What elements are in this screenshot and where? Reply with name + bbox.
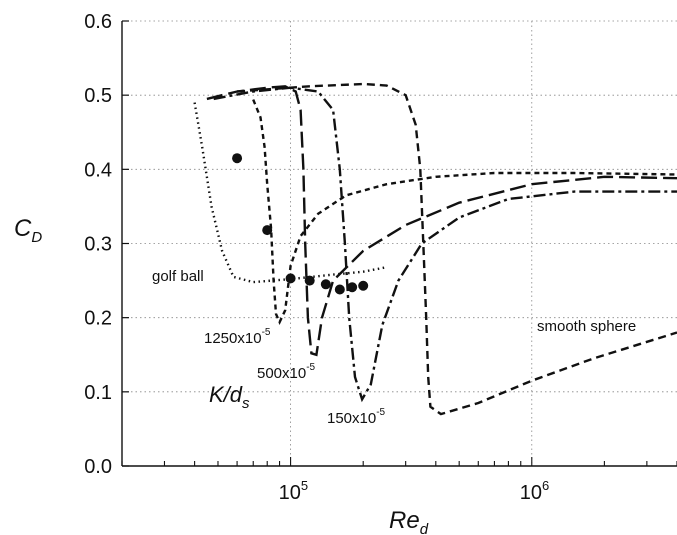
data-point-marker bbox=[304, 275, 315, 286]
x-axis-title: Red bbox=[389, 507, 429, 535]
data-point-marker bbox=[285, 273, 296, 284]
grid bbox=[122, 20, 677, 466]
label-150-main: 150x10 bbox=[327, 410, 376, 427]
series-curve-1 bbox=[206, 85, 677, 357]
label-500: 500x10-5 bbox=[257, 362, 316, 382]
data-point-marker bbox=[347, 282, 358, 293]
data-point-marker bbox=[320, 279, 331, 290]
series-curve-2 bbox=[213, 86, 677, 403]
label-150-exp: -5 bbox=[376, 407, 385, 418]
roughness-parameter-label: K/ds bbox=[209, 382, 250, 412]
x-tick-base: 10 bbox=[279, 482, 301, 504]
x-tick-exp: 6 bbox=[542, 478, 549, 493]
label-1250-main: 1250x10 bbox=[204, 330, 262, 347]
y-tick-label: 0.5 bbox=[84, 85, 112, 107]
roughness-sub: s bbox=[242, 395, 250, 412]
series-curves bbox=[193, 82, 677, 416]
label-150: 150x10-5 bbox=[327, 407, 386, 427]
data-markers bbox=[232, 153, 369, 295]
golf-ball-label: golf ball bbox=[152, 268, 204, 285]
x-tick-base: 10 bbox=[520, 482, 542, 504]
x-axis-title-main: Re bbox=[389, 507, 420, 534]
x-ticks: 105 106 bbox=[121, 457, 677, 504]
smooth-sphere-label: smooth sphere bbox=[537, 318, 636, 335]
label-1250: 1250x10-5 bbox=[204, 327, 271, 347]
y-tick-label: 0.1 bbox=[84, 382, 112, 404]
y-tick-label: 0.2 bbox=[84, 308, 112, 330]
label-1250-exp: -5 bbox=[262, 327, 271, 338]
data-point-marker bbox=[232, 153, 243, 164]
x-axis-title-sub: d bbox=[420, 521, 429, 535]
y-tick-label: 0.0 bbox=[84, 456, 112, 478]
series-curve-0 bbox=[252, 99, 677, 325]
label-500-main: 500x10 bbox=[257, 365, 306, 382]
series-curve-4 bbox=[193, 102, 387, 284]
x-tick-label: 106 bbox=[520, 478, 549, 504]
y-axis-title: CD bbox=[14, 215, 42, 246]
data-point-marker bbox=[334, 284, 345, 295]
roughness-main: K/d bbox=[209, 382, 243, 407]
y-axis-title-sub: D bbox=[31, 229, 42, 246]
axes bbox=[121, 21, 677, 467]
y-tick-label: 0.3 bbox=[84, 234, 112, 256]
label-500-exp: -5 bbox=[306, 362, 315, 373]
y-axis-title-main: C bbox=[14, 215, 32, 242]
x-tick-exp: 5 bbox=[301, 478, 308, 493]
data-point-marker bbox=[262, 225, 273, 236]
data-point-marker bbox=[358, 280, 369, 291]
y-tick-label: 0.4 bbox=[84, 159, 112, 181]
series-curve-3 bbox=[237, 82, 677, 416]
x-tick-label: 105 bbox=[279, 478, 308, 504]
y-tick-label: 0.6 bbox=[84, 11, 112, 33]
y-ticks: 0.0 0.1 0.2 0.3 0.4 0.5 0.6 bbox=[84, 11, 129, 478]
